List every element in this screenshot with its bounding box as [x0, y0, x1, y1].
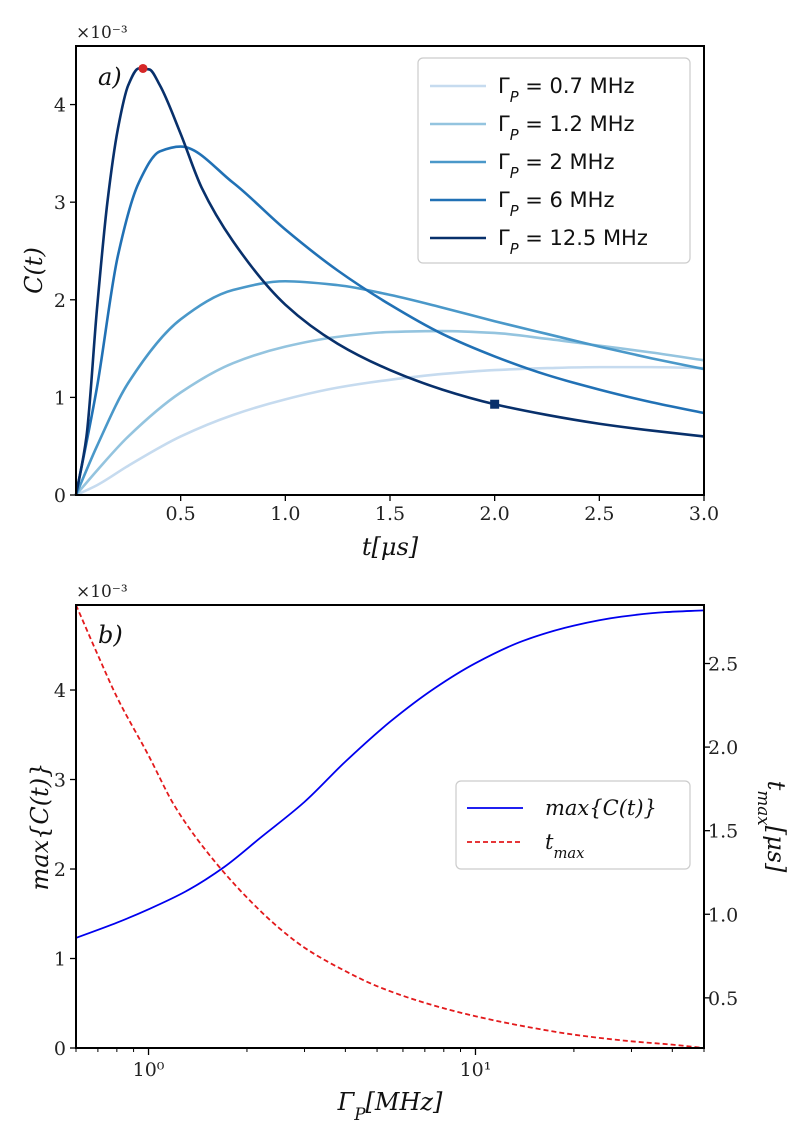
x-tick-label: 0.5	[166, 503, 196, 525]
y-right-axis-label: tmax[μs]	[754, 781, 790, 873]
y-tick-label: 3	[54, 192, 66, 214]
x-tick-label: 1.5	[375, 503, 405, 525]
y-tick-label: 4	[54, 680, 66, 702]
y-axis-label: max{C(t)}	[26, 763, 54, 891]
plot-frame	[75, 604, 705, 1049]
series-line-3	[74, 279, 705, 496]
y-offset-label: ×10⁻³	[76, 582, 128, 602]
x-axis-label: ΓP[MHz]	[337, 1088, 443, 1124]
legend-entry: ΓP = 6 MHz	[498, 188, 614, 220]
y-right-tick-label: 0.5	[708, 988, 738, 1010]
y-offset-label: ×10⁻³	[76, 23, 128, 43]
legend-entry: max{C(t)}	[545, 796, 657, 820]
panel-b-chart: 10⁰ 10¹ 0 1 2 3 4 0.5 1.0 1.5 2.0 2.5 ×10⁻³ b) ΓP[MHz]…	[26, 582, 790, 1124]
legend-box	[455, 780, 691, 870]
legend-entry: tmax	[545, 830, 585, 862]
x-tick-label: 1.0	[270, 503, 300, 525]
panel-label: b)	[98, 621, 123, 649]
square-marker	[490, 399, 500, 409]
series-line-2	[75, 329, 705, 496]
y-tick-label: 0	[54, 485, 66, 507]
legend-box	[417, 57, 691, 264]
y-tick-label: 1	[54, 949, 66, 971]
y-right-tick-label: 1.5	[708, 821, 738, 843]
x-tick-label: 3.0	[689, 503, 719, 525]
peak-marker	[138, 63, 148, 73]
y-right-tick-label: 1.0	[708, 904, 738, 926]
panel-a-chart: 0.5 1.0 1.5 2.0 2.5 3.0 0 1 2 3 4 ×10⁻³ a) t[μs] C(t) Γ…	[20, 23, 719, 561]
y-tick-label: 2	[54, 859, 66, 881]
y-tick-label: 3	[54, 770, 66, 792]
legend: max{C(t)} tmax	[455, 780, 691, 870]
x-axis-label: t[μs]	[362, 533, 419, 561]
tmax-line	[75, 604, 705, 1049]
x-tick-label: 10¹	[460, 1059, 492, 1081]
y-tick-label: 4	[54, 95, 66, 117]
legend-entry: ΓP = 1.2 MHz	[498, 112, 635, 144]
y-right-tick-label: 2.5	[708, 654, 738, 676]
panel-label: a)	[98, 63, 122, 91]
x-tick-label: 2.0	[480, 503, 510, 525]
legend-entry: ΓP = 0.7 MHz	[498, 74, 635, 106]
legend-entry: ΓP = 12.5 MHz	[498, 226, 648, 258]
y-tick-label: 1	[54, 387, 66, 409]
y-right-tick-label: 2.0	[708, 737, 738, 759]
series-line-1	[75, 365, 705, 497]
legend: ΓP = 0.7 MHz ΓP = 1.2 MHz ΓP = 2 MHz ΓP = 6…	[417, 57, 691, 264]
y-tick-label: 0	[54, 1038, 66, 1060]
x-tick-label: 10⁰	[133, 1059, 165, 1081]
y-tick-label: 2	[54, 290, 66, 312]
series-line-4	[74, 145, 705, 496]
maxc-line	[75, 609, 705, 939]
x-tick-label: 2.5	[584, 503, 614, 525]
legend-entry: ΓP = 2 MHz	[498, 150, 614, 182]
series-line-5	[74, 67, 705, 496]
y-axis-label: C(t)	[20, 247, 48, 294]
